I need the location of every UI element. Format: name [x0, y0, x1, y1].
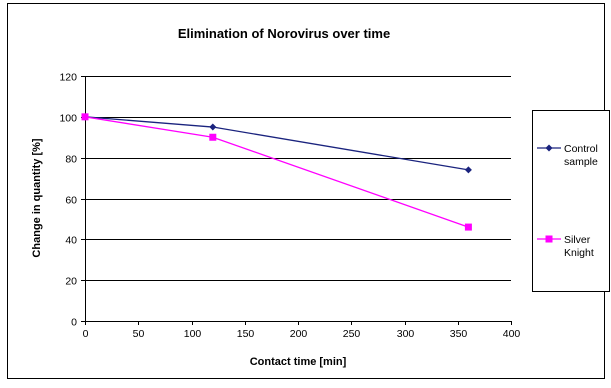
- y-tick-label: 60: [65, 195, 77, 207]
- y-tick-label: 80: [65, 154, 77, 166]
- x-tick-label: 300: [397, 328, 415, 340]
- x-tick-label: 50: [133, 328, 145, 340]
- chart-frame: [7, 3, 605, 379]
- y-tick-label: 20: [65, 276, 77, 288]
- data-point-control-sample: [209, 123, 217, 131]
- legend-label-silver-knight: Silver: [564, 234, 591, 246]
- legend-label-control-sample: Control: [564, 143, 598, 155]
- legend-label-control-sample: sample: [564, 156, 598, 168]
- x-tick-label: 100: [184, 328, 202, 340]
- x-axis-label: Contact time [min]: [250, 356, 347, 368]
- x-tick-label: 150: [237, 328, 255, 340]
- gridlines: [85, 76, 511, 281]
- legend-marker-control-sample: [545, 144, 553, 152]
- data-point-silver-knight: [464, 223, 472, 231]
- legend-label-silver-knight: Knight: [564, 247, 594, 259]
- data-point-silver-knight: [209, 133, 217, 141]
- legend-box: [532, 110, 610, 292]
- x-tick-label: 350: [450, 328, 468, 340]
- x-tick-label: 400: [503, 328, 521, 340]
- y-tick-label: 120: [59, 72, 77, 84]
- x-tick-label: 250: [343, 328, 361, 340]
- series-lines: [81, 113, 472, 231]
- y-tick-label: 40: [65, 235, 77, 247]
- data-point-control-sample: [464, 166, 472, 174]
- axes: 0 20 40 60 80 100 120 0 50 100 150 200 250 300 350 400: [59, 72, 520, 341]
- data-point-silver-knight: [81, 113, 89, 121]
- x-tick-label: 200: [290, 328, 308, 340]
- chart-title: Elimination of Norovirus over time: [178, 26, 390, 41]
- x-tick-label: 0: [83, 328, 89, 340]
- y-tick-label: 0: [71, 317, 77, 329]
- legend-marker-silver-knight: [545, 235, 553, 243]
- y-axis-label: Change in quantity [%]: [31, 138, 43, 258]
- y-tick-label: 100: [59, 113, 77, 125]
